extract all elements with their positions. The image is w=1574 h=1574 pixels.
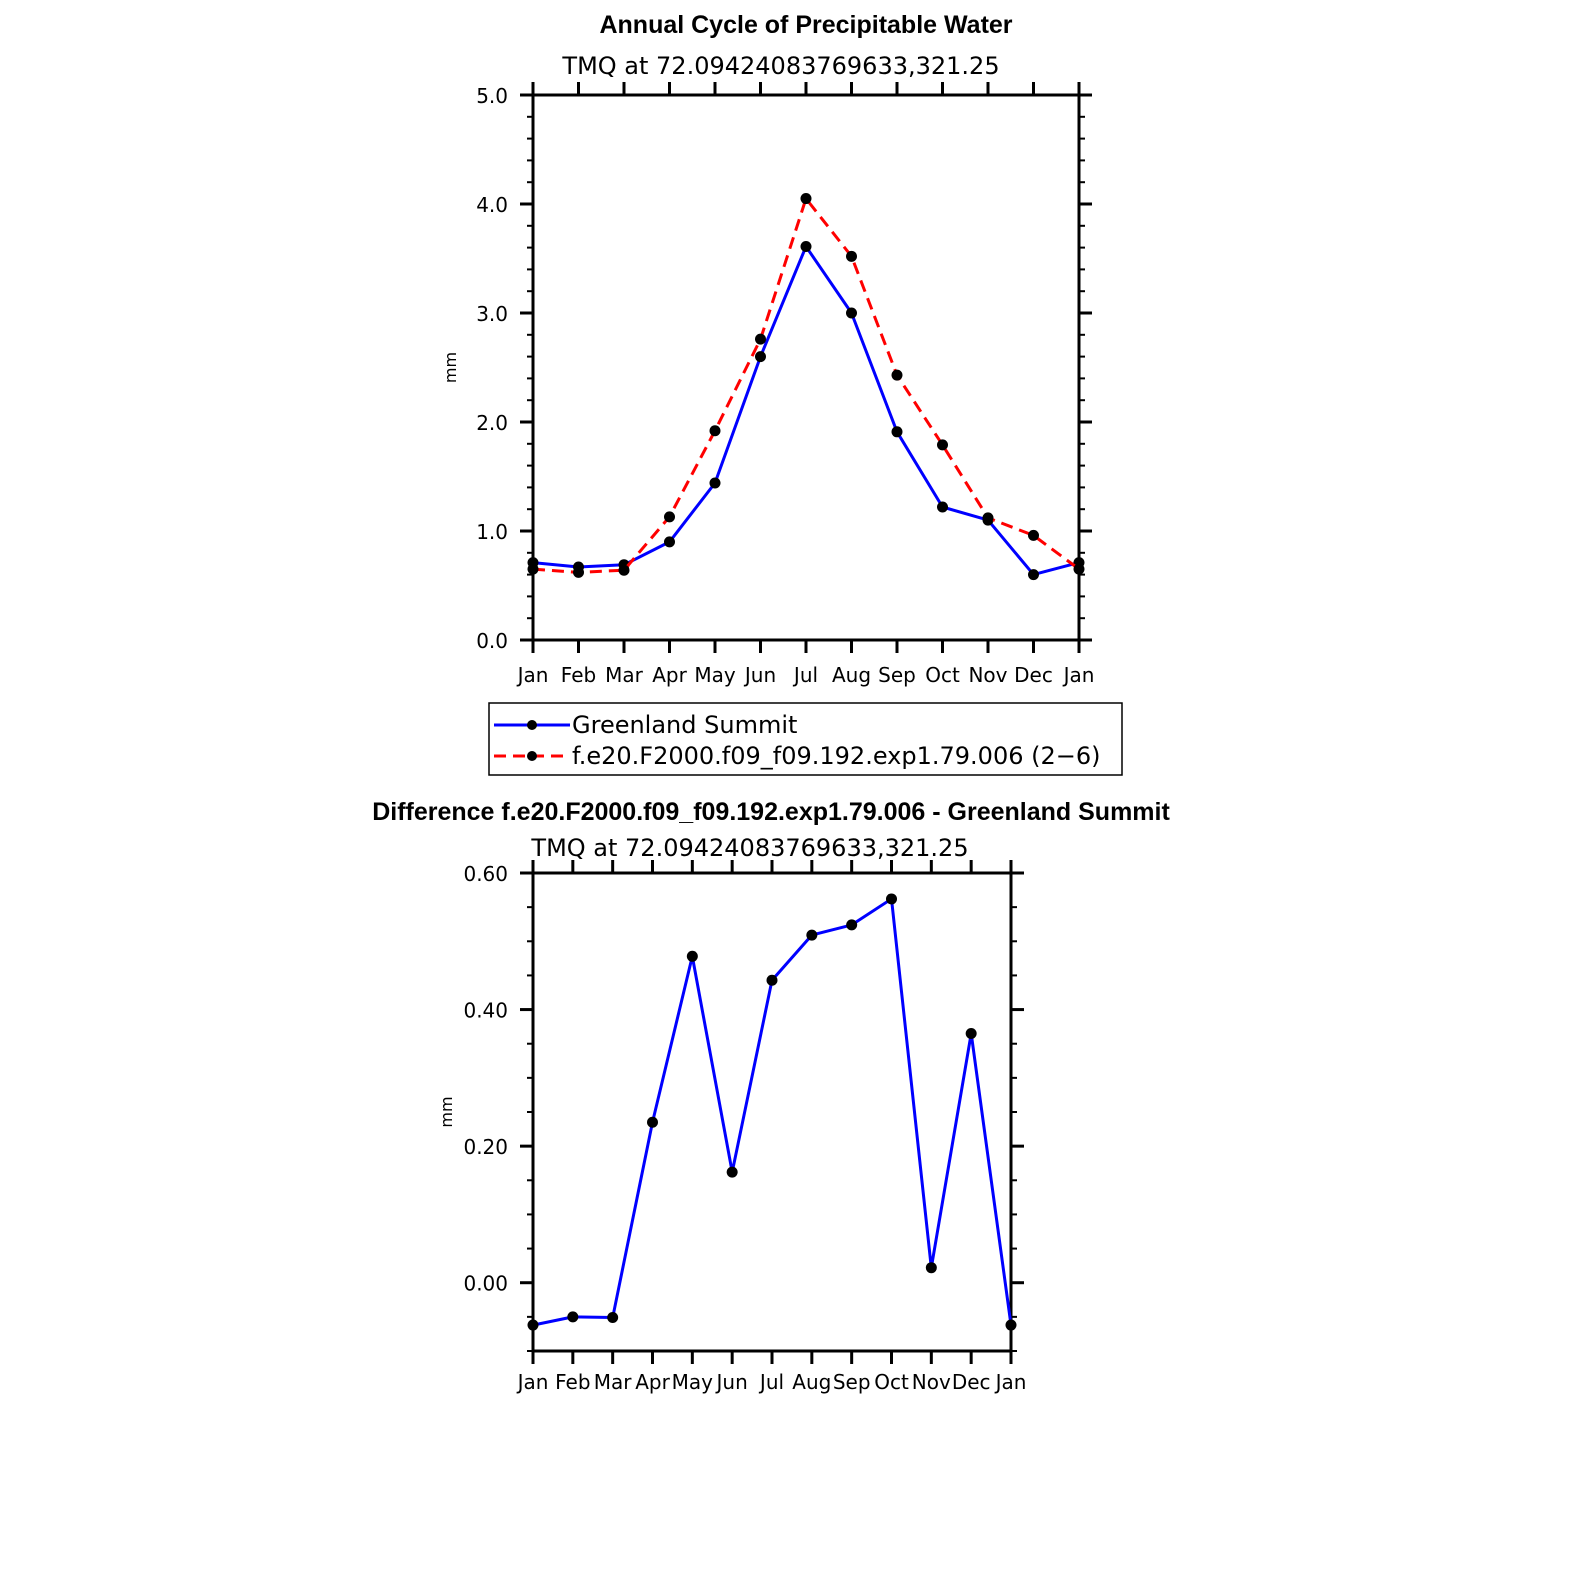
data-point <box>726 1166 738 1178</box>
x-tick-label: Mar <box>605 663 644 687</box>
x-axis: Jan Feb Mar Apr May Jun Jul Aug Sep Oct Nov Dec Jan <box>516 82 1095 687</box>
x-axis: Jan Feb Mar Apr May Jun Jul Aug Sep Oct Nov Dec Jan <box>516 860 1027 1394</box>
y-tick-label: 0.00 <box>463 1272 508 1296</box>
data-point <box>800 241 812 253</box>
y-axis: 0.00 0.20 0.40 0.60 <box>463 862 1024 1352</box>
data-point <box>925 1262 937 1274</box>
legend-item: Greenland Summit <box>494 711 797 739</box>
x-tick-label: May <box>672 1370 714 1394</box>
data-point <box>1028 529 1039 541</box>
x-tick-label: Jan <box>516 1370 549 1394</box>
data-point <box>527 563 539 575</box>
x-tick-label: Jun <box>743 663 776 687</box>
x-tick-label: Feb <box>555 1370 590 1394</box>
data-point <box>1073 563 1085 575</box>
data-point <box>937 501 948 513</box>
data-point <box>937 439 948 451</box>
y-axis-label: mm <box>441 352 460 383</box>
data-point <box>891 426 903 438</box>
data-point <box>647 1116 658 1128</box>
y-tick-label: 0.40 <box>463 999 508 1023</box>
y-tick-label: 5.0 <box>476 84 508 108</box>
x-tick-label: Dec <box>1014 663 1053 687</box>
data-point <box>709 425 721 437</box>
x-tick-label: Apr <box>652 663 687 687</box>
annual-cycle-chart: Annual Cycle of Precipitable Water TMQ at… <box>441 11 1094 687</box>
data-point <box>755 351 766 363</box>
legend-item: f.e20.F2000.f09_f09.192.exp1.79.006 (2−6… <box>494 742 1100 770</box>
legend-box <box>488 702 1123 776</box>
chart-subtitle: TMQ at 72.09424083769633,321.25 <box>530 834 968 862</box>
x-tick-label: Oct <box>925 663 960 687</box>
x-tick-label: Jan <box>1062 663 1095 687</box>
data-point <box>846 307 857 319</box>
data-point <box>607 1312 619 1324</box>
data-point <box>886 893 897 905</box>
data-point <box>806 929 818 941</box>
data-point <box>686 950 698 962</box>
data-point <box>618 564 630 576</box>
x-tick-label: Nov <box>968 663 1007 687</box>
x-tick-label: Feb <box>561 663 596 687</box>
x-tick-label: Oct <box>874 1370 909 1394</box>
legend-marker <box>527 720 537 730</box>
data-point <box>755 333 766 345</box>
data-point <box>1028 569 1039 581</box>
y-tick-label: 3.0 <box>476 302 508 326</box>
series-1 <box>527 193 1085 578</box>
data-point <box>664 536 675 548</box>
data-point <box>800 193 812 205</box>
data-point <box>1005 1319 1017 1331</box>
legend-marker <box>527 751 537 761</box>
y-axis-label: mm <box>437 1096 456 1127</box>
y-tick-label: 0.60 <box>463 862 508 886</box>
x-tick-label: Jun <box>715 1370 748 1394</box>
data-point <box>965 1027 977 1039</box>
data-point <box>664 511 675 523</box>
data-point <box>891 369 903 381</box>
series-line <box>532 197 1080 574</box>
x-tick-label: Nov <box>912 1370 951 1394</box>
x-tick-label: Mar <box>594 1370 633 1394</box>
x-tick-label: Aug <box>792 1370 831 1394</box>
chart-legend: Greenland Summit f.e20.F2000.f09_f09.192.… <box>488 702 1123 776</box>
series-0 <box>527 893 1017 1331</box>
y-tick-label: 0.0 <box>476 629 508 653</box>
data-point <box>527 1319 539 1331</box>
y-tick-label: 2.0 <box>476 411 508 435</box>
x-tick-label: Sep <box>833 1370 871 1394</box>
legend-label: f.e20.F2000.f09_f09.192.exp1.79.006 (2−6… <box>572 742 1100 770</box>
x-tick-label: Apr <box>635 1370 670 1394</box>
data-point <box>709 477 721 489</box>
x-tick-label: Jul <box>792 663 818 687</box>
data-point <box>846 250 857 262</box>
x-tick-label: Aug <box>832 663 871 687</box>
data-point <box>766 974 778 986</box>
data-point <box>567 1311 579 1323</box>
series-line <box>532 897 1013 1327</box>
chart-title: Difference f.e20.F2000.f09_f09.192.exp1.… <box>372 798 1170 826</box>
legend-label: Greenland Summit <box>572 711 797 739</box>
plot-frame <box>531 871 1013 1353</box>
data-point <box>846 919 858 931</box>
y-tick-label: 0.20 <box>463 1135 508 1159</box>
x-tick-label: Jan <box>516 663 549 687</box>
series-0 <box>527 241 1085 581</box>
data-point <box>982 512 994 524</box>
chart-title: Annual Cycle of Precipitable Water <box>599 11 1012 39</box>
plot-frame <box>531 93 1081 642</box>
data-point <box>573 566 584 578</box>
x-tick-label: Sep <box>878 663 916 687</box>
x-tick-label: May <box>694 663 736 687</box>
y-axis: 0.0 1.0 2.0 3.0 4.0 5.0 <box>476 84 1092 653</box>
y-tick-label: 4.0 <box>476 193 508 217</box>
difference-chart: Difference f.e20.F2000.f09_f09.192.exp1.… <box>372 798 1170 1394</box>
x-tick-label: Jul <box>758 1370 784 1394</box>
series-line <box>532 245 1080 577</box>
chart-subtitle: TMQ at 72.09424083769633,321.25 <box>561 52 999 80</box>
x-tick-label: Dec <box>952 1370 991 1394</box>
y-tick-label: 1.0 <box>476 520 508 544</box>
x-tick-label: Jan <box>994 1370 1027 1394</box>
